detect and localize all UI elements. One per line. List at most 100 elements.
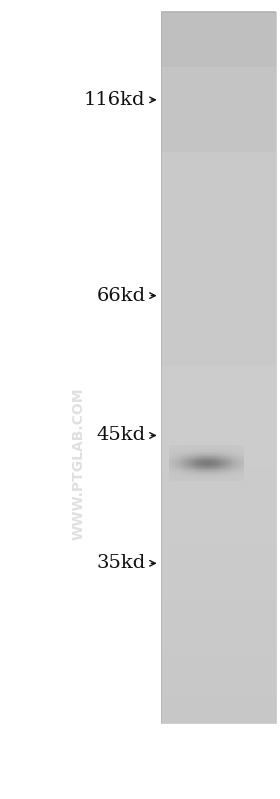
Bar bbox=[220, 449, 221, 450]
Bar bbox=[161, 331, 276, 334]
Bar bbox=[161, 265, 276, 268]
Bar bbox=[240, 461, 242, 462]
Bar bbox=[236, 461, 238, 462]
Bar bbox=[182, 462, 185, 463]
Bar bbox=[179, 449, 181, 450]
Bar bbox=[181, 476, 183, 478]
Bar bbox=[223, 479, 225, 480]
Bar bbox=[161, 646, 276, 649]
Bar bbox=[234, 455, 236, 456]
Bar bbox=[242, 472, 244, 473]
Bar bbox=[171, 467, 173, 468]
Bar bbox=[232, 476, 235, 478]
Bar bbox=[218, 451, 220, 452]
Bar bbox=[221, 454, 223, 455]
Bar bbox=[175, 469, 177, 470]
Bar bbox=[229, 470, 231, 471]
Bar bbox=[214, 451, 216, 452]
Bar bbox=[206, 446, 209, 447]
Bar bbox=[227, 477, 229, 478]
Bar bbox=[181, 452, 183, 454]
Bar bbox=[206, 472, 209, 473]
Bar bbox=[184, 468, 186, 469]
Bar bbox=[161, 436, 276, 439]
Bar bbox=[192, 461, 194, 463]
Bar bbox=[240, 455, 242, 456]
Bar bbox=[193, 465, 196, 466]
Bar bbox=[175, 456, 177, 458]
Bar bbox=[220, 459, 221, 460]
Bar bbox=[220, 460, 221, 461]
Bar bbox=[225, 464, 227, 465]
Bar bbox=[188, 463, 190, 464]
Bar bbox=[231, 469, 233, 470]
Bar bbox=[161, 18, 276, 21]
Bar bbox=[214, 460, 216, 461]
Bar bbox=[190, 478, 192, 479]
Bar bbox=[161, 141, 276, 144]
Bar bbox=[201, 463, 203, 464]
Bar bbox=[242, 468, 244, 469]
Bar bbox=[161, 396, 276, 398]
Bar bbox=[161, 509, 276, 511]
Bar bbox=[238, 466, 240, 467]
Bar bbox=[212, 458, 214, 459]
Bar bbox=[229, 453, 231, 454]
Bar bbox=[242, 470, 244, 471]
Bar bbox=[161, 290, 276, 293]
Bar bbox=[201, 478, 203, 479]
Bar bbox=[161, 368, 276, 371]
Bar bbox=[225, 463, 227, 464]
Bar bbox=[179, 471, 181, 472]
Bar bbox=[242, 452, 244, 454]
Bar bbox=[205, 447, 207, 448]
Bar bbox=[161, 85, 276, 89]
Bar bbox=[179, 446, 181, 447]
Bar bbox=[193, 473, 196, 474]
Bar bbox=[161, 13, 276, 15]
Bar bbox=[182, 477, 185, 478]
Bar bbox=[206, 452, 209, 453]
Bar bbox=[212, 471, 214, 473]
Bar bbox=[214, 465, 216, 467]
Bar bbox=[210, 448, 212, 449]
Bar bbox=[201, 458, 203, 459]
Bar bbox=[195, 471, 197, 472]
Bar bbox=[190, 446, 192, 447]
Bar bbox=[231, 460, 233, 461]
Bar bbox=[240, 458, 242, 459]
Bar bbox=[240, 463, 242, 464]
Bar bbox=[179, 451, 181, 452]
Bar bbox=[171, 454, 173, 455]
Bar bbox=[173, 447, 175, 448]
Bar bbox=[188, 480, 190, 481]
Bar bbox=[203, 447, 205, 449]
Bar bbox=[216, 446, 218, 447]
Bar bbox=[161, 233, 276, 236]
Bar bbox=[218, 463, 220, 464]
Bar bbox=[186, 465, 188, 466]
Bar bbox=[161, 351, 276, 353]
Bar bbox=[173, 478, 175, 479]
Bar bbox=[188, 448, 190, 449]
Bar bbox=[161, 338, 276, 341]
Bar bbox=[181, 455, 183, 456]
Bar bbox=[229, 450, 231, 451]
Bar bbox=[161, 143, 276, 145]
Bar bbox=[234, 447, 236, 449]
Bar bbox=[179, 454, 181, 455]
Bar bbox=[232, 474, 235, 475]
Bar bbox=[205, 471, 207, 473]
Bar bbox=[199, 471, 201, 472]
Bar bbox=[214, 469, 216, 470]
Bar bbox=[232, 475, 235, 476]
Bar bbox=[210, 461, 212, 462]
Bar bbox=[161, 694, 276, 697]
Bar bbox=[208, 452, 211, 453]
Bar bbox=[182, 463, 185, 464]
Bar bbox=[234, 467, 236, 469]
Bar bbox=[218, 470, 220, 471]
Bar bbox=[216, 462, 218, 463]
Bar bbox=[220, 476, 221, 478]
Bar bbox=[179, 478, 181, 479]
